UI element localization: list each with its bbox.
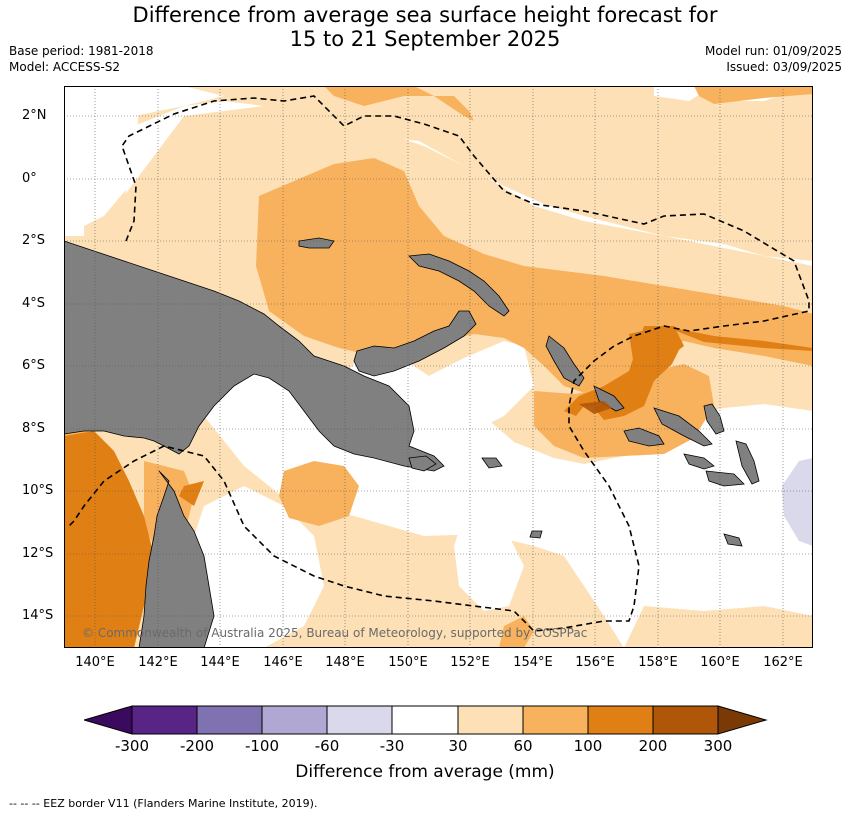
colorbar-segment-4 bbox=[326, 705, 393, 735]
colorbar-segment-3 bbox=[261, 705, 328, 735]
graticule bbox=[64, 86, 813, 648]
lon-label-162e: 162°E bbox=[763, 655, 803, 670]
colorbar-tick-7: 60 bbox=[513, 737, 533, 755]
dentrecasteaux-islands bbox=[408, 455, 437, 472]
lat-label-0: 0° bbox=[22, 171, 37, 186]
lon-label-146e: 146°E bbox=[263, 655, 303, 670]
lat-label-4s: 4°S bbox=[22, 296, 46, 311]
anomaly-negative-region bbox=[782, 458, 813, 546]
lon-label-158e: 158°E bbox=[638, 655, 678, 670]
title-line-2: 15 to 21 September 2025 bbox=[289, 27, 561, 51]
lat-label-10s: 10°S bbox=[22, 483, 54, 498]
map-panel bbox=[64, 86, 813, 648]
anomaly-neutral-region bbox=[64, 86, 813, 648]
colorbar-segment-6 bbox=[457, 705, 524, 735]
model-name: Model: ACCESS-S2 bbox=[9, 60, 121, 74]
espiritu-santo-island bbox=[735, 440, 760, 485]
lat-label-8s: 8°S bbox=[22, 421, 46, 436]
new-guinea-landmass bbox=[64, 240, 445, 472]
colorbar-high-extension bbox=[717, 705, 768, 735]
guadalcanal-island bbox=[623, 427, 665, 447]
colorbar-tick-5: -30 bbox=[379, 737, 405, 755]
eez-border bbox=[68, 95, 810, 632]
colorbar-tick-6: 30 bbox=[448, 737, 468, 755]
colorbar-tick-10: 300 bbox=[703, 737, 733, 755]
new-ireland-island bbox=[408, 253, 510, 317]
lat-label-2n: 2°N bbox=[22, 108, 47, 123]
choiseul-island bbox=[593, 385, 625, 412]
lon-label-156e: 156°E bbox=[575, 655, 615, 670]
colorbar-tick-3: -100 bbox=[244, 737, 280, 755]
lon-label-148e: 148°E bbox=[325, 655, 365, 670]
colorbar-tick-8: 100 bbox=[573, 737, 603, 755]
makira-island bbox=[683, 453, 715, 470]
colorbar-tick-2: -200 bbox=[179, 737, 215, 755]
title-line-1: Difference from average sea surface heig… bbox=[132, 3, 718, 27]
lat-label-6s: 6°S bbox=[22, 358, 46, 373]
lon-label-160e: 160°E bbox=[700, 655, 740, 670]
colorbar-label: Difference from average (mm) bbox=[295, 762, 555, 782]
map-title: Difference from average sea surface heig… bbox=[0, 3, 850, 51]
lon-label-154e: 154°E bbox=[513, 655, 553, 670]
lon-label-152e: 152°E bbox=[450, 655, 490, 670]
colorbar-segment-7 bbox=[522, 705, 589, 735]
anomaly-100-200-region bbox=[64, 326, 813, 648]
colorbar-low-extension bbox=[84, 705, 133, 735]
base-period: Base period: 1981-2018 bbox=[9, 44, 154, 58]
colorbar bbox=[84, 705, 768, 735]
lat-label-14s: 14°S bbox=[22, 608, 54, 623]
malakula-island bbox=[705, 470, 745, 487]
lon-label-144e: 144°E bbox=[200, 655, 240, 670]
manus-island bbox=[298, 237, 335, 249]
colorbar-tick-4: -60 bbox=[314, 737, 340, 755]
lat-label-12s: 12°S bbox=[22, 546, 54, 561]
meta-right: Model run: 01/09/2025 Issued: 03/09/2025 bbox=[705, 43, 842, 75]
colorbar-segment-5 bbox=[391, 705, 459, 735]
colorbar-tick-1: -300 bbox=[114, 737, 150, 755]
new-caledonia-tip bbox=[723, 533, 743, 547]
colorbar-tick-9: 200 bbox=[638, 737, 668, 755]
santa-isabel-island bbox=[653, 407, 713, 447]
issued-date: Issued: 03/09/2025 bbox=[726, 60, 842, 74]
map-frame bbox=[64, 86, 813, 648]
new-britain-island bbox=[353, 310, 477, 377]
colorbar-segment-8 bbox=[587, 705, 654, 735]
land bbox=[64, 237, 760, 648]
lon-label-150e: 150°E bbox=[388, 655, 428, 670]
model-run: Model run: 01/09/2025 bbox=[704, 44, 842, 58]
copyright-notice: © Commonwealth of Australia 2025, Bureau… bbox=[82, 626, 588, 640]
colorbar-segment-2 bbox=[196, 705, 263, 735]
colorbar-segment-1 bbox=[131, 705, 198, 735]
map-svg bbox=[64, 86, 813, 648]
lon-label-140e: 140°E bbox=[75, 655, 115, 670]
rossel-island bbox=[529, 530, 543, 539]
bougainville-island bbox=[545, 335, 585, 387]
eez-legend-note: -- -- -- EEZ border V11 (Flanders Marine… bbox=[9, 797, 318, 810]
anomaly-200-300-region bbox=[579, 401, 612, 414]
malaita-island bbox=[703, 403, 725, 435]
louisiade-archipelago bbox=[481, 457, 503, 469]
meta-left: Base period: 1981-2018 Model: ACCESS-S2 bbox=[9, 43, 154, 75]
lon-label-142e: 142°E bbox=[138, 655, 178, 670]
colorbar-segment-9 bbox=[652, 705, 719, 735]
lat-label-2s: 2°S bbox=[22, 233, 46, 248]
